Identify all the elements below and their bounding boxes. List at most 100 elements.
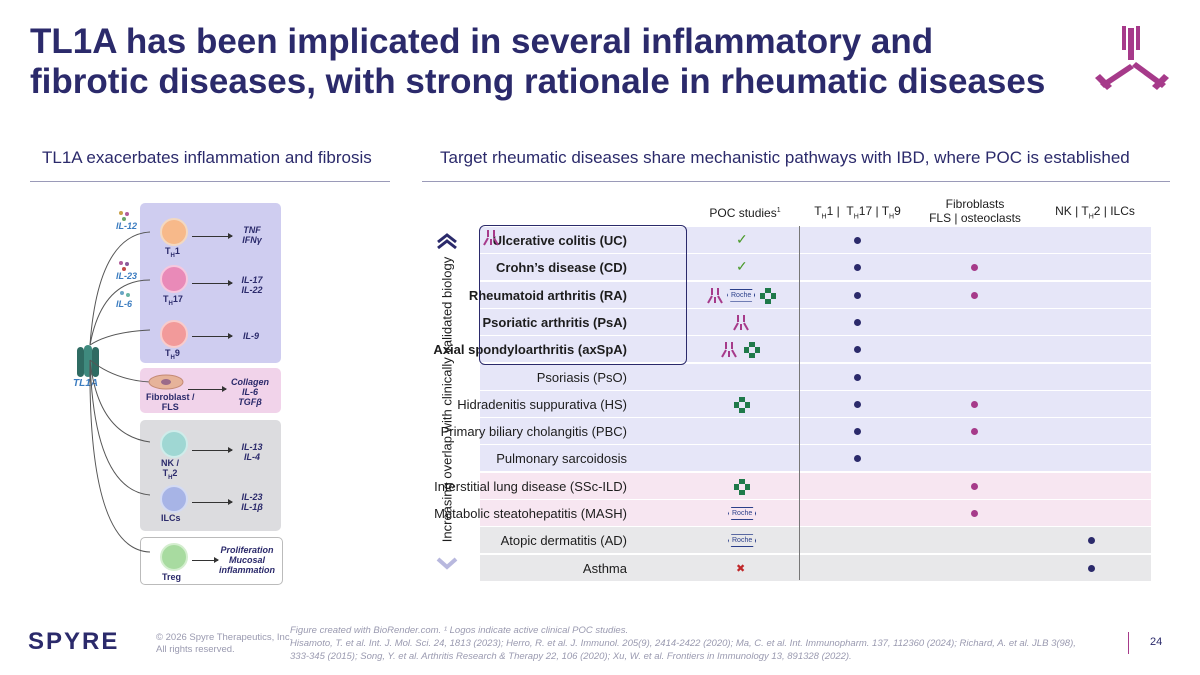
roche-logo-icon: Roche [728, 507, 757, 520]
footnote-2: Hisamoto, T. et al. Int. J. Mol. Sci. 24… [290, 638, 1076, 649]
rights: All rights reserved. [156, 644, 235, 655]
row-divider [480, 444, 1151, 446]
ilc-cell-icon [160, 485, 188, 513]
nk-dot [1088, 537, 1095, 545]
col-poc-label: POC studies [709, 206, 777, 220]
col-poc: POC studies1 [690, 204, 800, 220]
disease-name: Crohn’s disease (CD) [496, 260, 627, 276]
arrow [192, 557, 219, 563]
table-row: Crohn’s disease (CD) ✓ [480, 254, 1151, 282]
th-dot [854, 346, 861, 354]
col-poc-sup: 1 [776, 207, 781, 214]
disease-name: Rheumatoid arthritis (RA) [468, 287, 627, 303]
th-dot [854, 237, 861, 244]
antibody-logo-icon [483, 230, 499, 246]
disease-name: Asthma [582, 560, 627, 576]
th-dot [854, 291, 861, 299]
arrow [192, 233, 233, 239]
table-row: Interstitial lung disease (SSc-ILD) [434, 472, 1151, 500]
nk-dot [1088, 564, 1095, 572]
roche-logo-icon: Roche [727, 288, 756, 302]
left-header-rule [30, 181, 390, 182]
left-section-header: TL1A exacerbates inflammation and fibros… [42, 148, 372, 167]
fibroblast-cell-icon [148, 374, 184, 390]
antibody-logo-icon [707, 287, 723, 304]
table-row: Hidradenitis suppurativa (HS) [457, 390, 1151, 418]
tl1a-connectors [89, 231, 150, 553]
row-divider [480, 280, 1151, 282]
disease-name: Ulcerative colitis (UC) [492, 233, 627, 248]
roche-logo-icon: Roche [728, 534, 757, 548]
right-header-rule [422, 181, 1170, 182]
th-dot [854, 373, 861, 381]
th1-cytokines: TNF IFNγ [242, 225, 262, 245]
input-il12: IL-12 [116, 221, 138, 231]
disease-name: Primary biliary cholangitis (PBC) [440, 424, 627, 440]
cross-icon: ✖ [736, 562, 746, 575]
diamond-logo-icon [734, 396, 750, 413]
th-dot [854, 264, 861, 272]
check-icon: ✓ [736, 258, 748, 275]
right-section-header: Target rheumatic diseases share mechanis… [440, 148, 1130, 167]
disease-name: Hidradenitis suppurativa (HS) [457, 396, 627, 412]
row-divider [480, 498, 1151, 500]
arrow [192, 333, 233, 339]
fibroblast-dot [971, 482, 978, 490]
fibroblast-cytokines: Collagen IL-6 TGFβ [230, 377, 269, 407]
treg-cell-icon [160, 543, 188, 571]
th17-label: TH17 [163, 294, 183, 307]
th1-cell-icon [160, 218, 188, 246]
poc-column-divider [799, 226, 800, 580]
arrow [192, 499, 233, 505]
page-divider [1128, 632, 1129, 654]
arrow [192, 447, 233, 453]
row-divider [480, 553, 1151, 555]
title-line-1: TL1A has been implicated in several infl… [30, 22, 934, 61]
antibody-logo-icon [721, 342, 737, 358]
spyre-logo-text: SPYRE [28, 630, 119, 652]
table-row: Ulcerative colitis (UC) ✓ [480, 227, 1151, 254]
spyre-mark-icon [1095, 26, 1169, 90]
fibroblast-dot [971, 428, 978, 436]
treg-effects: Proliferation Mucosal inflammation [218, 545, 275, 575]
row-divider [480, 307, 1151, 309]
disease-name: Psoriatic arthritis (PsA) [482, 314, 628, 330]
row-divider [480, 334, 1151, 336]
disease-name: Interstitial lung disease (SSc-ILD) [434, 478, 627, 494]
th9-label: TH9 [165, 348, 180, 361]
th9-cell-icon [160, 320, 188, 348]
page-number: 24 [1150, 636, 1163, 648]
th-dot [854, 400, 861, 408]
th-dot [854, 318, 861, 326]
row-divider [480, 471, 1151, 473]
th17-cell-icon [160, 265, 188, 293]
row-divider [480, 580, 1151, 582]
spyre-logo: SPYRE [28, 630, 119, 652]
row-divider [480, 362, 1151, 364]
col-nk: NK | TH2 | ILCs [1055, 204, 1135, 221]
footnote-1: Figure created with BioRender.com. ¹ Log… [290, 625, 629, 636]
row-divider [480, 526, 1151, 527]
cytokine-dots-icon [120, 291, 130, 297]
arrow [188, 386, 227, 392]
fibroblast-dot [971, 510, 978, 517]
row-divider [480, 253, 1151, 254]
disease-name: Pulmonary sarcoidosis [496, 451, 627, 467]
table-row: Asthma ✖ [480, 554, 1151, 582]
col-fibroblasts: Fibroblasts FLS | osteoclasts [929, 197, 1021, 225]
disease-name: Psoriasis (PsO) [536, 369, 627, 385]
disease-name: Atopic dermatitis (AD) [500, 533, 627, 549]
table-row: Metabolic steatohepatitis (MASH) Roche [434, 500, 1151, 527]
treg-label: Treg [162, 572, 182, 582]
table-row: Psoriasis (PsO) [480, 363, 1151, 391]
disease-name: Metabolic steatohepatitis (MASH) [434, 506, 627, 521]
ilc-cytokines: IL-23 IL-1β [241, 492, 263, 512]
fibroblast-label: Fibroblast / FLS [146, 392, 195, 412]
table-row: Primary biliary cholangitis (PBC) [441, 418, 1151, 446]
th1-label: TH1 [165, 246, 180, 259]
table-row: Rheumatoid arthritis (RA) Roche [469, 281, 1151, 309]
copyright: © 2026 Spyre Therapeutics, Inc. [156, 632, 293, 643]
table-row: Atopic dermatitis (AD) Roche [480, 527, 1151, 555]
page-title: TL1A has been implicated in several infl… [30, 22, 1080, 102]
tl1a-label: TL1A [73, 378, 98, 389]
